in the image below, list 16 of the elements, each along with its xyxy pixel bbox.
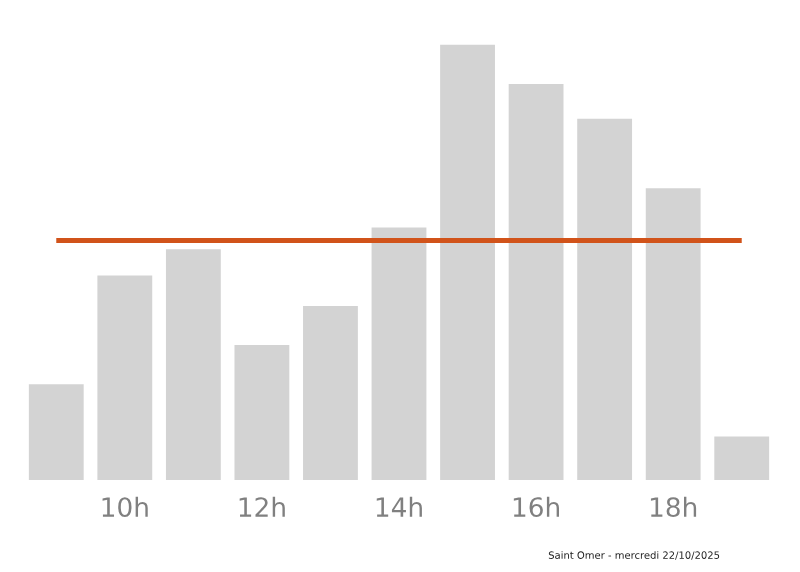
bar	[371, 227, 427, 480]
x-tick-label: 18h	[650, 496, 697, 518]
x-tick-label: 16h	[513, 496, 559, 518]
bar	[28, 384, 84, 480]
bar	[577, 118, 633, 480]
bar	[440, 44, 495, 480]
x-tick-label: 12h	[239, 496, 285, 517]
bar	[234, 345, 290, 480]
bar	[97, 275, 153, 480]
bar	[303, 305, 358, 480]
bar	[508, 83, 564, 480]
bar	[714, 436, 770, 480]
x-tick-label: 14h	[376, 496, 422, 517]
bar	[165, 249, 221, 480]
x-tick-label: 10h	[102, 496, 148, 518]
bar	[645, 188, 701, 480]
